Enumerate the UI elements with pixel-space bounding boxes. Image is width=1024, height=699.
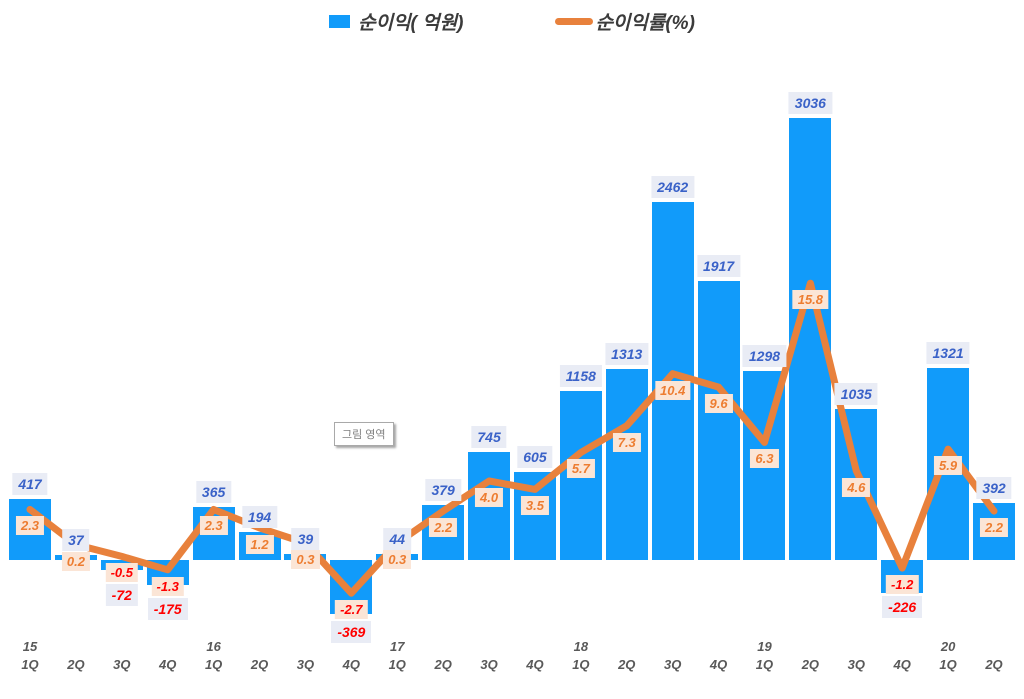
bar-value-label: -175 — [147, 597, 188, 620]
x-axis-quarter-label: 2Q — [67, 657, 85, 672]
bar-value-label: 379 — [425, 478, 461, 501]
margin-value-label: 4.6 — [842, 477, 871, 497]
legend-item-net-profit-margin[interactable]: 순이익률(%) — [555, 8, 695, 35]
margin-value-label: 0.3 — [291, 549, 320, 569]
x-axis-quarter-label: 2Q — [985, 657, 1003, 672]
margin-value-label: 0.3 — [383, 549, 412, 569]
x-axis-quarter-label: 1Q — [204, 657, 223, 672]
margin-value-label: 2.2 — [979, 518, 1009, 538]
x-axis-year-label: 16 — [206, 639, 221, 654]
x-axis-quarter-label: 4Q — [526, 657, 544, 672]
margin-value-label: 5.9 — [934, 456, 963, 476]
x-axis-year-label: 19 — [757, 639, 772, 654]
bar-value-label: -369 — [331, 621, 372, 644]
bar-value-label: 1035 — [834, 383, 878, 406]
bar-value-label: 1917 — [696, 254, 741, 277]
x-axis-quarter-label: 4Q — [159, 657, 177, 672]
legend-item-net-profit[interactable]: 순이익( 억원) — [329, 8, 463, 35]
bar[interactable] — [605, 368, 648, 560]
bar-value-label: 2462 — [651, 175, 695, 198]
x-axis-quarter-label: 1Q — [572, 657, 590, 672]
net-profit-bar-swatch-icon — [329, 15, 351, 28]
x-axis-quarter-label: 3Q — [847, 657, 865, 672]
bar-value-label: -72 — [105, 584, 138, 607]
margin-value-label: -1.2 — [885, 575, 919, 595]
x-axis-quarter-label: 1Q — [388, 657, 406, 672]
bar-value-label: 1321 — [926, 341, 970, 364]
bar-value-label: 1298 — [742, 345, 787, 367]
bar-value-label: 392 — [976, 476, 1012, 499]
legend-net-profit-margin-label: 순이익률(%) — [595, 13, 695, 34]
net-profit-margin-line-swatch-icon — [555, 18, 594, 25]
margin-value-label: 4.0 — [475, 487, 504, 507]
legend-net-profit-label: 순이익( 억원) — [358, 13, 464, 34]
x-axis-quarter-label: 3Q — [113, 657, 131, 672]
margin-value-label: 6.3 — [750, 449, 779, 469]
x-axis-quarter-label: 4Q — [893, 657, 911, 672]
bar-value-label: 37 — [62, 528, 90, 551]
x-axis-quarter-label: 1Q — [755, 657, 774, 672]
bar-value-label: 605 — [517, 445, 553, 468]
bar-value-label: 44 — [383, 527, 412, 550]
x-axis-quarter-label: 2Q — [801, 657, 820, 672]
bar-value-label: -226 — [882, 596, 923, 619]
bar-value-label: 1158 — [559, 365, 602, 388]
margin-value-label: 15.8 — [792, 290, 829, 310]
x-axis-quarter-label: 3Q — [480, 657, 498, 672]
x-axis-year-label: 17 — [390, 639, 405, 654]
bar-value-label: 417 — [12, 473, 48, 496]
margin-value-label: -0.5 — [105, 563, 138, 583]
bar-value-label: 194 — [241, 505, 278, 528]
x-axis-quarter-label: 2Q — [250, 657, 269, 672]
bar-value-label: 365 — [195, 480, 232, 503]
plot-area-tooltip: 그림 영역 — [334, 422, 394, 446]
x-axis-quarter-label: 2Q — [618, 657, 636, 672]
margin-value-label: 1.2 — [245, 534, 274, 554]
x-axis-quarter-label: 3Q — [663, 657, 682, 672]
bar-value-label: 745 — [471, 425, 507, 448]
x-axis-year-label: 18 — [573, 639, 589, 654]
x-axis-year-label: 15 — [22, 639, 38, 654]
x-axis-quarter-label: 1Q — [21, 657, 39, 672]
bar[interactable] — [697, 280, 740, 560]
legend: 순이익( 억원) 순이익률(%) — [0, 8, 1024, 35]
margin-value-label: 5.7 — [566, 459, 595, 479]
margin-value-label: 0.2 — [61, 551, 90, 571]
margin-value-label: 7.3 — [612, 432, 641, 452]
x-axis-quarter-label: 1Q — [939, 657, 957, 672]
x-axis-quarter-label: 4Q — [342, 657, 360, 672]
net-profit-margin-line[interactable] — [26, 279, 998, 597]
bar-value-label: 39 — [291, 528, 320, 551]
x-axis-quarter-label: 2Q — [434, 657, 452, 672]
bar-value-label: 3036 — [788, 91, 832, 114]
margin-value-label: 10.4 — [655, 380, 691, 400]
x-axis-quarter-label: 4Q — [709, 657, 728, 672]
margin-value-label: 2.3 — [199, 516, 228, 536]
margin-value-label: -1.3 — [151, 576, 184, 596]
x-axis-quarter-label: 3Q — [296, 657, 315, 672]
x-axis-year-label: 20 — [940, 639, 956, 654]
bar-value-label: 1313 — [605, 342, 649, 365]
margin-value-label: 2.2 — [429, 518, 458, 538]
margin-value-label: 3.5 — [520, 496, 549, 516]
margin-value-label: 2.3 — [15, 516, 45, 536]
margin-value-label: -2.7 — [335, 600, 368, 620]
margin-value-label: 9.6 — [704, 394, 733, 414]
